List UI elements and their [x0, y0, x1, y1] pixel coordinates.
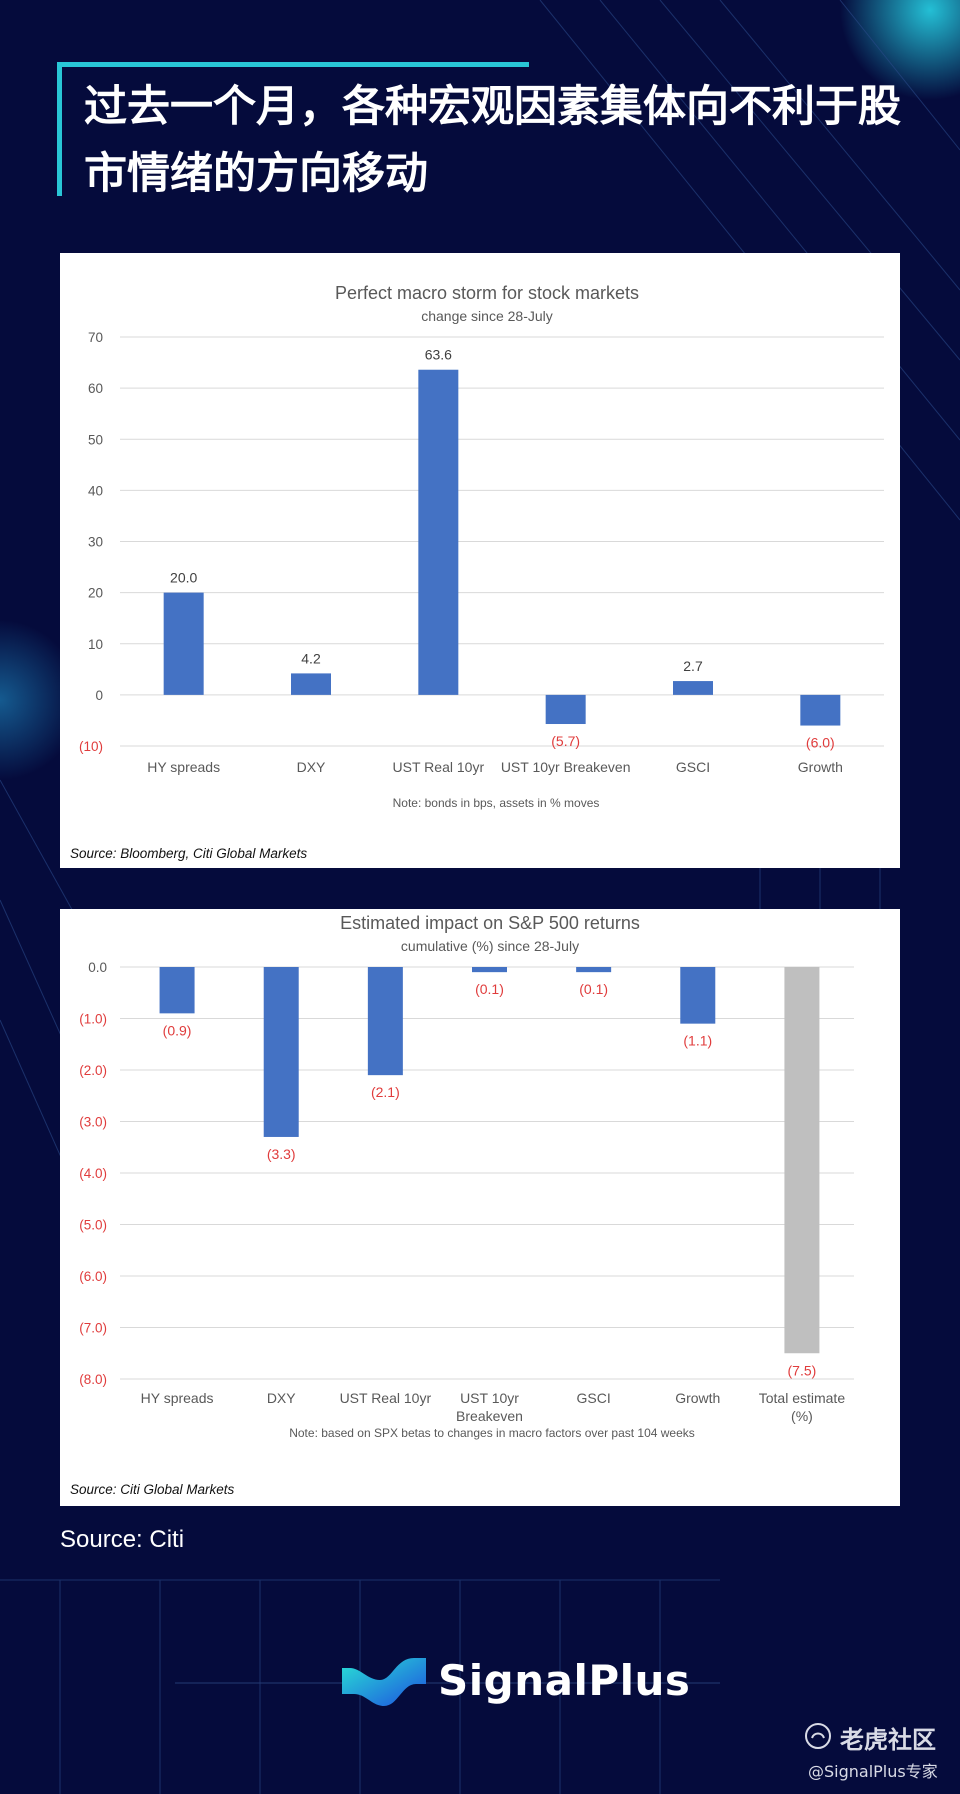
bar: [784, 967, 820, 1354]
watermark-text: 老虎社区: [840, 1726, 936, 1754]
category-label: GSCI: [577, 1390, 611, 1406]
y-tick-label: 20: [88, 586, 103, 601]
category-label: HY spreads: [141, 1390, 214, 1406]
y-tick-label: 70: [88, 330, 103, 345]
category-label: Total estimate: [759, 1390, 846, 1406]
chart1-title: Perfect macro storm for stock markets: [335, 283, 639, 303]
chart1-note: Note: bonds in bps, assets in % moves: [393, 796, 600, 810]
chart-macro-storm: Perfect macro storm for stock markets cha…: [79, 283, 884, 810]
category-label: UST Real 10yr: [393, 759, 485, 775]
category-label: HY spreads: [147, 759, 220, 775]
data-label: (0.9): [163, 1022, 192, 1038]
y-tick-label: (8.0): [79, 1372, 107, 1387]
y-tick-label: (7.0): [79, 1321, 107, 1336]
bar: [673, 681, 713, 695]
data-label: 2.7: [683, 658, 703, 674]
category-label: GSCI: [676, 759, 710, 775]
y-tick-label: (6.0): [79, 1269, 107, 1284]
page-source: Source: Citi: [60, 1526, 185, 1553]
data-label: (6.0): [806, 735, 835, 751]
y-tick-label: 40: [88, 483, 103, 498]
category-label: Growth: [798, 759, 843, 775]
bar: [576, 967, 612, 973]
category-label: Breakeven: [456, 1408, 523, 1424]
category-label: UST 10yr: [460, 1390, 519, 1406]
data-label: (1.1): [683, 1033, 712, 1049]
chart2-source: Source: Citi Global Markets: [70, 1482, 235, 1497]
chart2-subtitle: cumulative (%) since 28-July: [401, 938, 579, 954]
y-tick-label: (1.0): [79, 1012, 107, 1027]
chart2-note: Note: based on SPX betas to changes in m…: [289, 1426, 695, 1440]
signalplus-mark-icon: [342, 1658, 426, 1706]
category-label: (%): [791, 1408, 813, 1424]
chart1-subtitle: change since 28-July: [421, 308, 553, 324]
brand-name: SignalPlus: [438, 1656, 691, 1705]
data-label: (3.3): [267, 1146, 296, 1162]
chart-panel-sp500-impact: Estimated impact on S&P 500 returns cumul…: [60, 909, 900, 1506]
y-tick-label: (3.0): [79, 1115, 107, 1130]
bar: [800, 694, 841, 726]
bar: [291, 673, 331, 695]
category-label: Growth: [675, 1390, 720, 1406]
data-label: (7.5): [788, 1362, 817, 1378]
bar: [680, 967, 716, 1024]
category-label: DXY: [297, 759, 326, 775]
data-label: 63.6: [425, 347, 452, 363]
bar: [545, 694, 586, 725]
bar: [263, 967, 299, 1137]
y-tick-label: 0.0: [88, 960, 107, 975]
data-label: 20.0: [170, 570, 197, 586]
category-label: DXY: [267, 1390, 296, 1406]
data-label: (0.1): [475, 981, 504, 997]
y-tick-label: (10): [79, 739, 103, 754]
bar: [418, 369, 459, 695]
watermark-handle: @SignalPlus专家: [808, 1762, 938, 1781]
y-tick-label: (2.0): [79, 1063, 107, 1078]
data-label: (0.1): [579, 981, 608, 997]
y-tick-label: 50: [88, 432, 103, 447]
data-label: (5.7): [551, 733, 580, 749]
chart-sp500-impact: Estimated impact on S&P 500 returns cumul…: [79, 913, 854, 1440]
y-tick-label: (5.0): [79, 1218, 107, 1233]
bar: [367, 967, 403, 1076]
title-accent-bar: [57, 62, 529, 67]
chart-panel-macro-storm: Perfect macro storm for stock markets cha…: [60, 253, 900, 868]
page-title: 过去一个月，各种宏观因素集体向不利于股市情绪的方向移动: [84, 82, 901, 199]
chart2-title: Estimated impact on S&P 500 returns: [340, 913, 640, 933]
y-tick-label: 30: [88, 535, 103, 550]
signalplus-logo: SignalPlus: [340, 1650, 690, 1714]
category-label: UST Real 10yr: [340, 1390, 432, 1406]
y-tick-label: (4.0): [79, 1166, 107, 1181]
chart1-source: Source: Bloomberg, Citi Global Markets: [70, 846, 308, 861]
category-label: UST 10yr Breakeven: [501, 759, 631, 775]
bar: [159, 967, 195, 1014]
bar: [472, 967, 507, 973]
y-tick-label: 0: [95, 688, 103, 703]
tiger-community-icon: [805, 1723, 831, 1749]
data-label: 4.2: [301, 650, 321, 666]
y-tick-label: 10: [88, 637, 103, 652]
bar: [163, 592, 204, 695]
title-frame: 过去一个月，各种宏观因素集体向不利于股市情绪的方向移动: [57, 62, 902, 199]
data-label: (2.1): [371, 1084, 400, 1100]
y-tick-label: 60: [88, 381, 103, 396]
